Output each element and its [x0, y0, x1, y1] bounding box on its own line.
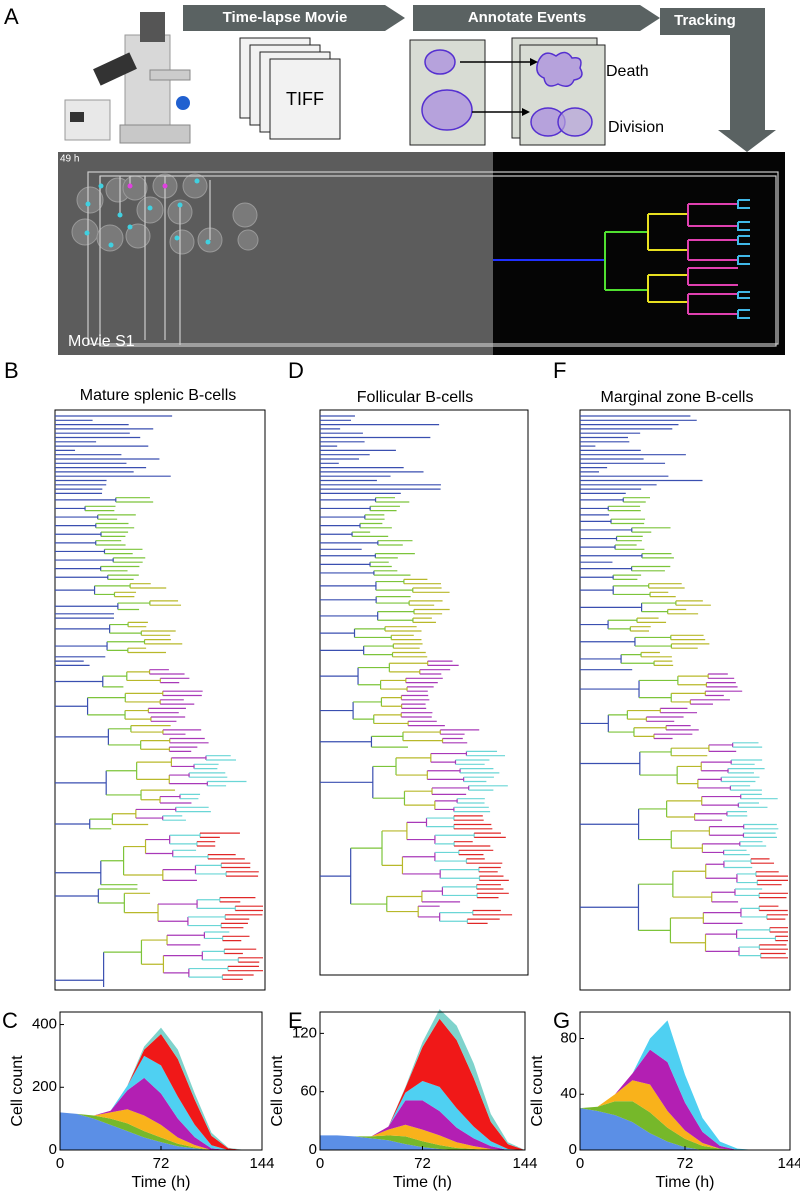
panel-label: F [553, 358, 566, 383]
panel-label: G [553, 1008, 570, 1033]
area-series [60, 1033, 262, 1150]
x-tick-label: 0 [576, 1155, 584, 1172]
workflow-step: Annotate Events [468, 9, 586, 26]
area-series [580, 1080, 790, 1150]
area-series [320, 1100, 525, 1150]
x-tick-label: 0 [56, 1155, 64, 1172]
area-series [60, 1077, 262, 1150]
area-series [60, 1112, 262, 1150]
x-tick-label: 72 [153, 1155, 170, 1172]
lineage-box [54, 409, 266, 991]
y-tick-label: 40 [560, 1085, 577, 1102]
microscope [64, 12, 191, 144]
x-axis-label: Time (h) [656, 1174, 715, 1191]
x-axis-label: Time (h) [393, 1174, 452, 1191]
workflow-arrow [413, 5, 660, 31]
lineage-box [579, 409, 791, 991]
area-series [320, 1135, 525, 1150]
y-tick-label: 0 [569, 1141, 577, 1158]
x-tick-label: 0 [316, 1155, 324, 1172]
x-tick-label: 72 [414, 1155, 431, 1172]
workflow-step: Tracking [674, 12, 736, 29]
y-tick-label: 200 [32, 1078, 57, 1095]
area-series [580, 1049, 790, 1150]
area-series [320, 1135, 525, 1150]
area-series [580, 1108, 790, 1150]
y-tick-label: 80 [560, 1029, 577, 1046]
workflow-arrow [660, 8, 776, 152]
y-axis-label: Cell count [529, 1055, 546, 1127]
area-series [580, 1101, 790, 1150]
file-label: TIFF [286, 89, 324, 109]
workflow-step: Time-lapse Movie [223, 9, 348, 26]
x-tick-label: 72 [677, 1155, 694, 1172]
lineage-trees [55, 415, 788, 987]
panel-label: B [4, 358, 19, 383]
lineage-box [319, 409, 529, 976]
lineage-title: Mature splenic B-cells [80, 387, 237, 404]
event-label: Death [606, 63, 649, 80]
y-tick-label: 400 [32, 1016, 57, 1033]
panel-label: D [288, 358, 304, 383]
area-series [60, 1055, 262, 1150]
x-tick-label: 144 [249, 1155, 274, 1172]
x-axis-label: Time (h) [132, 1174, 191, 1191]
area-series [580, 1020, 790, 1150]
y-axis-label: Cell count [9, 1055, 26, 1127]
x-tick-label: 144 [777, 1155, 800, 1172]
panel-label: C [2, 1008, 18, 1033]
tiff-stack [239, 37, 341, 140]
y-tick-label: 120 [292, 1024, 317, 1041]
panel-label: A [4, 4, 19, 29]
area-series [320, 1081, 525, 1150]
panel-label: E [288, 1008, 303, 1033]
y-tick-label: 0 [309, 1141, 317, 1158]
movie-caption: Movie S1 [68, 333, 135, 350]
event-label: Division [608, 119, 664, 136]
area-series [60, 1112, 262, 1150]
area-series [320, 1018, 525, 1150]
lineage-title: Marginal zone B-cells [601, 389, 754, 406]
area-series [60, 1109, 262, 1150]
movie-frame [58, 152, 785, 355]
y-axis-label: Cell count [269, 1055, 286, 1127]
movie-time: 49 h [60, 154, 79, 165]
annotation [409, 37, 606, 146]
y-tick-label: 60 [300, 1083, 317, 1100]
area-series [320, 1124, 525, 1150]
lineage-title: Follicular B-cells [357, 389, 473, 406]
x-tick-label: 144 [512, 1155, 537, 1172]
y-tick-label: 0 [49, 1141, 57, 1158]
workflow-arrow [183, 5, 405, 31]
